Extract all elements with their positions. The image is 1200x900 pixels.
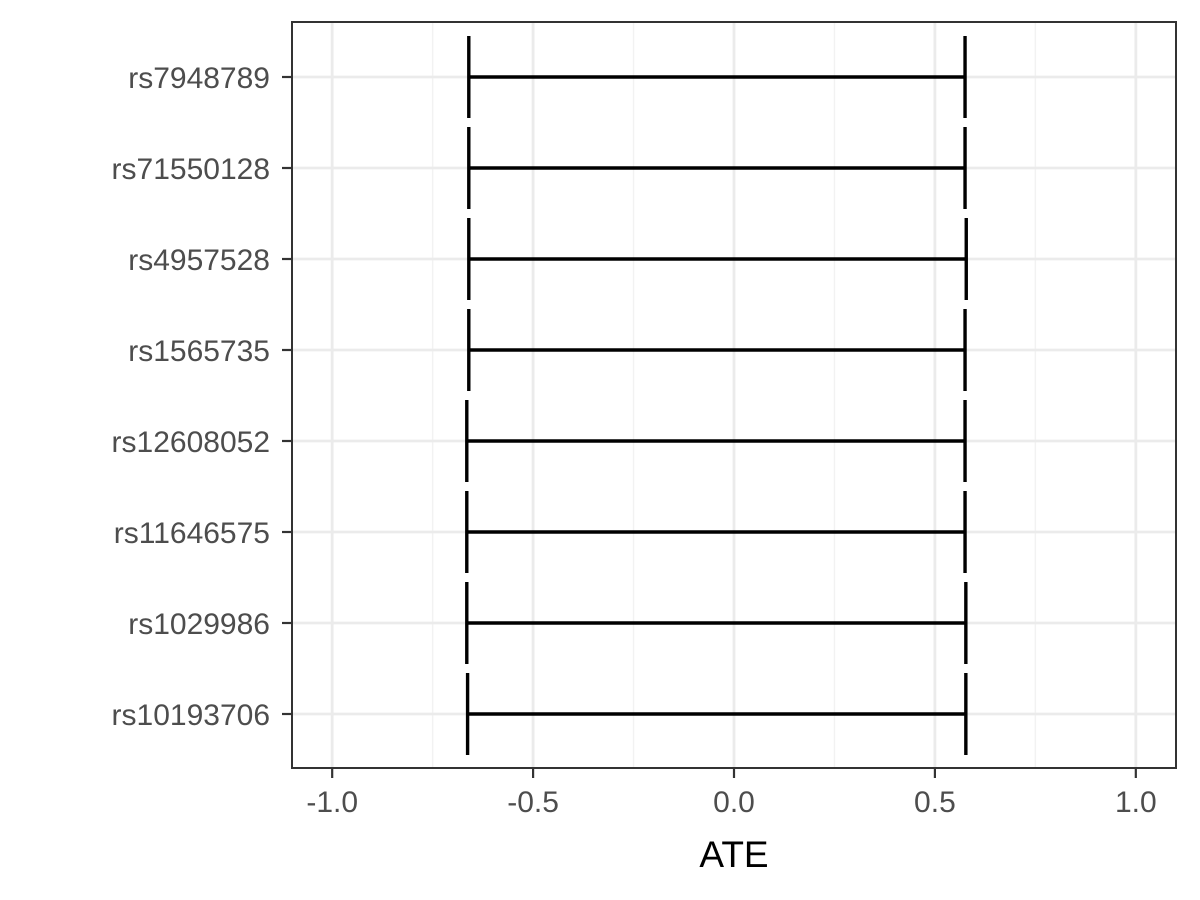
x-tick-label: -1.0: [306, 786, 358, 819]
interval-rs11646575: [465, 491, 967, 573]
interval-rs4957528: [467, 218, 968, 300]
grid-lines: [292, 22, 1176, 768]
interval-rs71550128: [467, 127, 967, 209]
axes: -1.0 -0.5 0.0 0.5 1.0 rs7948789 rs71550128 rs49…: [112, 62, 1157, 819]
x-tick-label: 0.0: [713, 786, 755, 819]
interval-rs1029986: [465, 582, 968, 664]
interval-bars: [465, 36, 968, 755]
y-tick-label: rs11646575: [114, 517, 270, 550]
interval-rs12608052: [465, 400, 967, 482]
x-axis-title: ATE: [699, 834, 768, 875]
y-tick-label: rs12608052: [112, 426, 270, 459]
y-tick-label: rs4957528: [128, 244, 270, 277]
y-tick-label: rs1565735: [128, 335, 270, 368]
x-tick-label: 0.5: [914, 786, 956, 819]
interval-rs1565735: [467, 309, 967, 391]
y-tick-label: rs10193706: [112, 699, 270, 732]
x-tick-label: -0.5: [507, 786, 559, 819]
x-tick-label: 1.0: [1115, 786, 1157, 819]
y-tick-label: rs7948789: [128, 62, 270, 95]
y-tick-label: rs71550128: [112, 153, 270, 186]
interval-rs10193706: [465, 673, 968, 755]
y-tick-label: rs1029986: [128, 608, 270, 641]
interval-rs7948789: [467, 36, 967, 118]
